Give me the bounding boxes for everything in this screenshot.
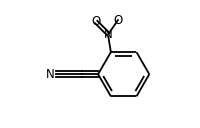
Text: N: N — [46, 68, 55, 81]
Text: N: N — [104, 28, 113, 41]
Text: O: O — [113, 14, 123, 27]
Text: O: O — [92, 15, 101, 29]
